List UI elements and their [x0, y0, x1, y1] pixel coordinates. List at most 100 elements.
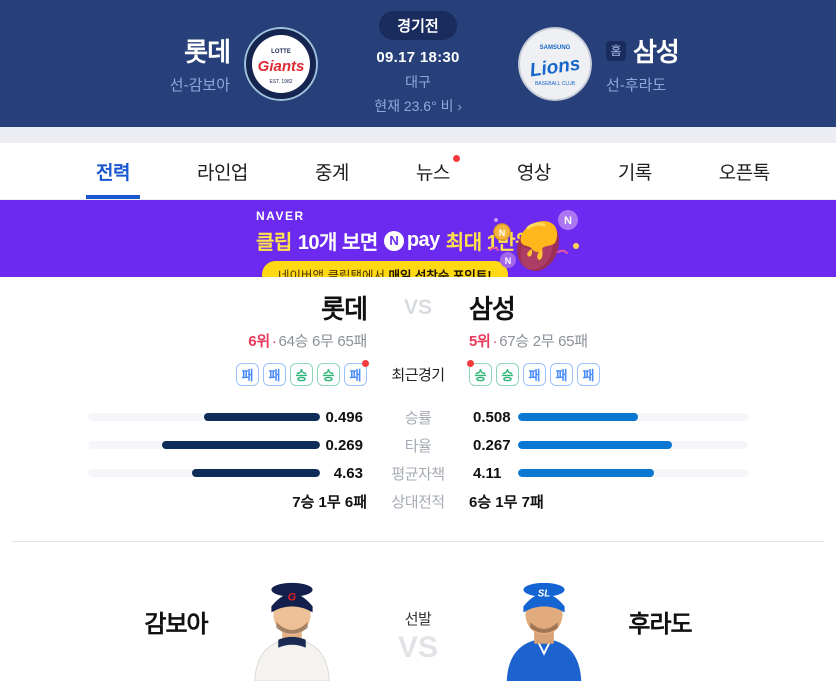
vs-label: VS — [403, 295, 432, 319]
stat-label: 승률 — [404, 409, 432, 427]
home-pitcher-photo[interactable]: SL — [498, 577, 590, 681]
away-pitcher-photo[interactable]: G — [246, 577, 338, 681]
svg-text:SAMSUNG: SAMSUNG — [540, 45, 571, 51]
npay-n-icon: N — [383, 230, 404, 251]
svg-text:N: N — [564, 215, 572, 227]
recent-result-badge: 패 — [236, 363, 259, 386]
home-stat-value: 0.508 — [473, 408, 511, 426]
away-rank: 6위 — [248, 333, 270, 350]
stadium-name: 대구 — [405, 74, 431, 90]
recent-result-badge: 패 — [263, 363, 286, 386]
tab-영상[interactable]: 영상 — [515, 143, 553, 199]
away-team-block: 롯데 선-감보아 LOTTE Giants EST. 1982 — [18, 26, 318, 101]
stat-row: 0.269 타율 0.267 — [88, 431, 748, 459]
match-status-badge: 경기전 — [379, 11, 457, 40]
home-stat-value: 4.11 — [473, 464, 502, 482]
stats-comparison: 0.496 승률 0.508 0.269 타율 0.267 4.63 평균자책 4.11 7승 … — [88, 403, 748, 515]
starting-pitcher-label: 선발 — [404, 611, 432, 628]
dot-separator: · — [492, 333, 498, 350]
latest-game-dot — [467, 360, 474, 367]
weather-link[interactable]: 현재 23.6° 비 › — [374, 96, 462, 116]
tab-label: 오픈톡 — [718, 162, 770, 184]
home-stat-value: 0.267 — [473, 436, 511, 454]
away-stat-bar — [88, 441, 320, 449]
away-pitcher-name[interactable]: 감보아 — [144, 611, 208, 638]
naver-brand-text: NAVER — [256, 209, 305, 223]
away-stat-value: 0.269 — [325, 436, 363, 454]
away-stat-bar — [88, 469, 320, 477]
home-team-block: SAMSUNG Lions BASEBALL CLUB 홈 삼성 선-후라도 — [518, 26, 818, 101]
home-indicator-badge: 홈 — [606, 40, 626, 61]
stat-row: 4.63 평균자책 4.11 — [88, 459, 748, 487]
section-divider — [12, 541, 824, 542]
away-record: 6위 · 64승 6무 65패 — [88, 330, 373, 351]
away-head-to-head: 7승 1무 6패 — [292, 493, 367, 511]
away-stat-value: 4.63 — [333, 464, 363, 482]
home-pitcher-name[interactable]: 후라도 — [628, 611, 692, 638]
tab-라인업[interactable]: 라인업 — [195, 143, 250, 199]
samsung-lions-logo: SAMSUNG Lions BASEBALL CLUB — [518, 26, 592, 101]
head-to-head-row: 7승 1무 6패 상대전적 6승 1무 7패 — [88, 487, 748, 515]
compare-away-name: 롯데 — [321, 294, 368, 324]
svg-text:LOTTE: LOTTE — [271, 49, 291, 55]
banner-clip-word: 클립 — [256, 232, 292, 254]
tab-중계[interactable]: 중계 — [313, 143, 351, 199]
lotte-giants-logo: LOTTE Giants EST. 1982 — [244, 26, 318, 101]
pitcher-vs-label: VS — [397, 631, 439, 664]
pitcher-vs-block: 선발 VS — [358, 608, 478, 665]
tab-label: 뉴스 — [415, 162, 450, 184]
home-record: 5위 · 67승 2무 65패 — [463, 330, 748, 351]
away-starter-label: 선-감보아 — [169, 77, 230, 94]
away-stat-value: 0.496 — [325, 408, 363, 426]
starting-pitchers-section: 감보아 G 선발 VS SL 후라도 — [0, 542, 836, 681]
home-rank: 5위 — [469, 333, 491, 350]
svg-text:SL: SL — [538, 589, 551, 600]
away-record-text: 64승 6무 65패 — [278, 333, 368, 350]
sweet-potato-illustration: N N N — [489, 210, 579, 272]
tab-label: 라인업 — [196, 162, 248, 184]
pill-normal-text: 네이버앱 클립탭에서 — [278, 269, 389, 277]
home-team-info: 홈 삼성 선-후라도 — [606, 32, 680, 95]
weather-text: 현재 23.6° 비 — [374, 98, 454, 114]
pill-bold-text: 매일 선착순 포인트! — [388, 269, 492, 277]
chevron-right-icon: › — [457, 98, 462, 114]
recent-result-badge: 승 — [290, 363, 313, 386]
tab-label: 영상 — [516, 162, 551, 184]
dot-separator: · — [271, 333, 277, 350]
recent-result-badge: 승 — [467, 360, 492, 386]
svg-text:EST. 1982: EST. 1982 — [269, 79, 292, 85]
tab-bar: 전력 라인업 중계 뉴스 영상 기록 오픈톡 — [0, 143, 836, 200]
stat-row: 0.496 승률 0.508 — [88, 403, 748, 431]
tab-전력[interactable]: 전력 — [86, 143, 140, 199]
home-stat-bar — [518, 469, 748, 477]
recent-games-label: 최근경기 — [391, 367, 445, 384]
match-datetime: 09.17 18:30 — [376, 49, 460, 66]
recent-result-badge: 승 — [317, 363, 340, 386]
banner-tail-text: 최대 1만원 — [445, 232, 534, 254]
npay-logo: N pay — [383, 229, 440, 252]
match-info-block: 경기전 09.17 18:30 대구 현재 23.6° 비 › — [318, 11, 518, 116]
tab-label: 전력 — [96, 162, 130, 184]
svg-text:N: N — [505, 256, 512, 266]
tab-label: 중계 — [314, 162, 349, 184]
tab-뉴스[interactable]: 뉴스 — [414, 143, 460, 199]
recent-result-badge: 패 — [577, 363, 600, 386]
home-starter-label: 선-후라도 — [606, 77, 667, 94]
home-stat-bar — [518, 441, 748, 449]
tab-기록[interactable]: 기록 — [616, 143, 654, 199]
compare-home-name: 삼성 — [469, 294, 516, 324]
home-team-name: 삼성 — [633, 37, 680, 67]
tab-label: 기록 — [617, 162, 652, 184]
match-header: 롯데 선-감보아 LOTTE Giants EST. 1982 경기전 09.1… — [0, 0, 836, 127]
away-team-name: 롯데 — [184, 37, 231, 67]
tab-오픈톡[interactable]: 오픈톡 — [717, 143, 772, 199]
npay-word: pay — [406, 229, 440, 251]
recent-result-badge: 패 — [550, 363, 573, 386]
header-bottom-strip — [0, 127, 836, 143]
new-content-dot — [452, 155, 460, 162]
recent-result-badge: 패 — [523, 363, 546, 386]
naver-clip-ad-banner[interactable]: NAVER 클립 10개 보면 N pay 최대 1만원 네이버앱 클립탭에서 … — [0, 200, 836, 277]
